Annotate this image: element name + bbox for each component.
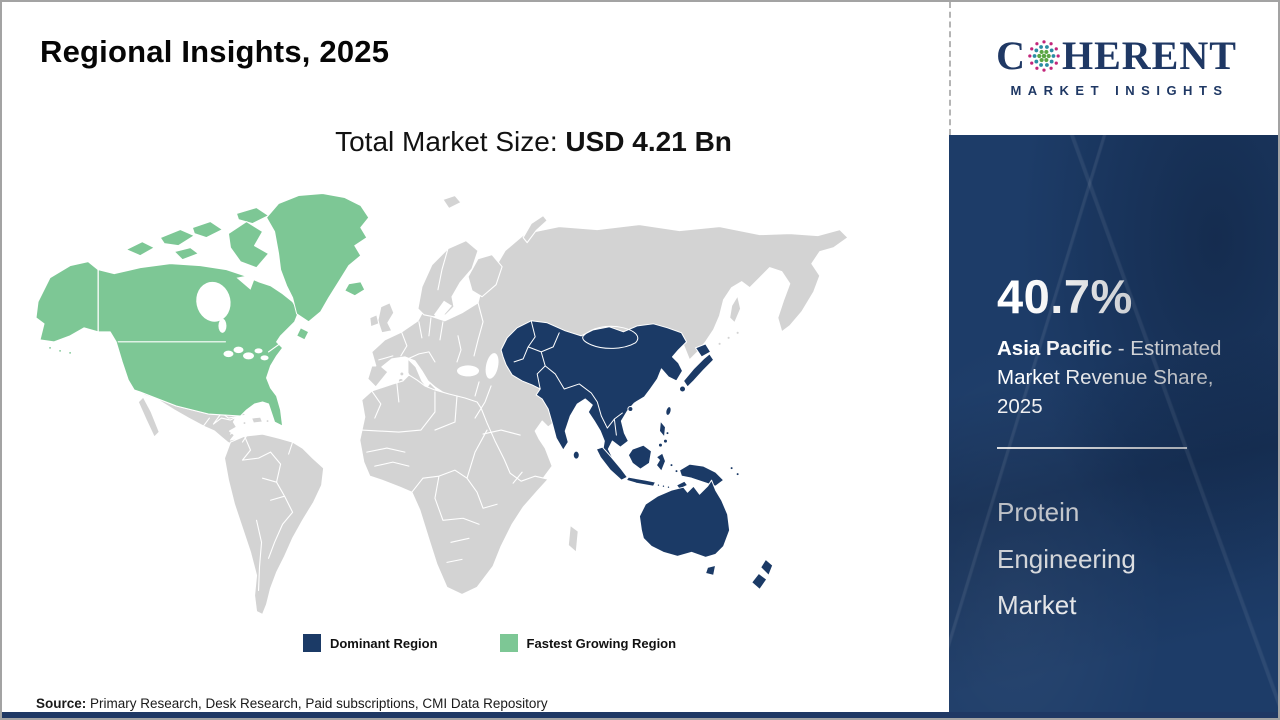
- brand-logo-area: C HER: [949, 2, 1278, 135]
- globe-dots-icon: [1028, 40, 1060, 72]
- world-map: [30, 188, 892, 622]
- market-share-value: 40.7%: [997, 270, 1133, 323]
- dominant-region-shapes: [500, 320, 774, 590]
- source-text: Primary Research, Desk Research, Paid su…: [86, 696, 548, 711]
- sidebar-divider: [997, 447, 1187, 450]
- legend-item-fastest-growing: Fastest Growing Region: [499, 634, 677, 652]
- logo-letter-c: C: [996, 33, 1026, 78]
- total-market-size: Total Market Size: USD 4.21 Bn: [2, 126, 947, 158]
- fastest-growing-region-shapes: [35, 193, 370, 427]
- market-name: Protein Engineering Market: [997, 497, 1136, 620]
- total-market-size-label: Total Market Size:: [335, 126, 566, 157]
- logo-tagline: MARKET INSIGHTS: [1010, 83, 1229, 98]
- dominant-region-label: Dominant Region: [329, 635, 438, 651]
- fastest-growing-region-label: Fastest Growing Region: [526, 635, 677, 651]
- map-legend: Dominant Region Fastest Growing Region: [2, 634, 947, 652]
- page-title: Regional Insights, 2025: [40, 34, 390, 69]
- brand-logo: C HER: [951, 33, 1278, 78]
- legend-item-dominant: Dominant Region: [302, 634, 438, 652]
- bottom-accent-bar: [2, 712, 1278, 718]
- dominant-region-swatch: [302, 634, 321, 652]
- region-name: Asia Pacific: [997, 337, 1113, 360]
- highlight-sidebar: 40.7% Asia Pacific - Estimated Market Re…: [949, 135, 1278, 718]
- water-overlays: [196, 273, 499, 379]
- market-share-description: Asia Pacific - Estimated Market Revenue …: [997, 334, 1237, 421]
- world-map-svg: [35, 193, 849, 616]
- logo-word-rest: HERENT: [1061, 33, 1237, 78]
- source-note: Source: Primary Research, Desk Research,…: [36, 696, 548, 711]
- fastest-growing-region-swatch: [499, 634, 518, 652]
- region-description: - Estimated Market Revenue Share, 2025: [997, 337, 1222, 419]
- country-borders: [97, 248, 523, 591]
- total-market-size-value: USD 4.21 Bn: [565, 126, 732, 157]
- source-label: Source:: [36, 696, 87, 711]
